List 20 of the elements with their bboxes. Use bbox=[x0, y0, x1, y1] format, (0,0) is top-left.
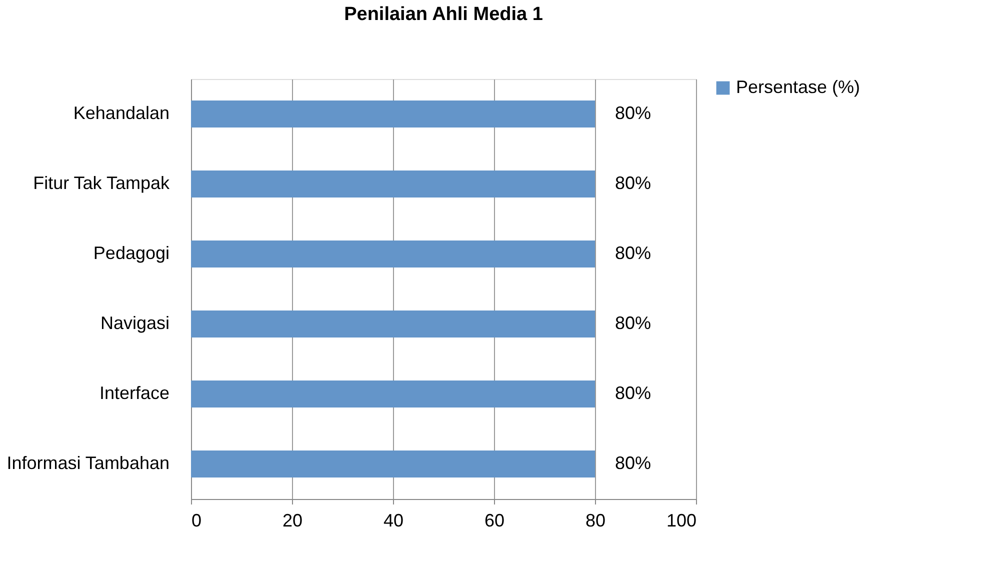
y-tick-label: Interface bbox=[99, 383, 170, 403]
x-tick-label: 60 bbox=[484, 510, 505, 530]
data-label: 80% bbox=[615, 383, 652, 403]
y-tick-label: Informasi Tambahan bbox=[6, 453, 170, 473]
data-label: 80% bbox=[615, 243, 652, 263]
data-label: 80% bbox=[615, 453, 652, 473]
y-tick-label: Pedagogi bbox=[93, 243, 170, 263]
data-label: 80% bbox=[615, 103, 652, 123]
x-tick-label: 100 bbox=[666, 510, 696, 530]
y-tick-label: Kehandalan bbox=[73, 103, 170, 123]
x-tick-label: 40 bbox=[383, 510, 404, 530]
x-tick-label: 0 bbox=[192, 510, 202, 530]
x-tick-label: 20 bbox=[282, 510, 303, 530]
chart-title: Penilaian Ahli Media 1 bbox=[344, 4, 544, 25]
x-tick-label: 80 bbox=[585, 510, 606, 530]
legend-label: Persentase (%) bbox=[736, 77, 860, 97]
y-tick-label: Navigasi bbox=[100, 313, 170, 333]
data-label: 80% bbox=[615, 313, 652, 333]
data-label: 80% bbox=[615, 173, 652, 193]
y-tick-label: Fitur Tak Tampak bbox=[33, 173, 170, 193]
